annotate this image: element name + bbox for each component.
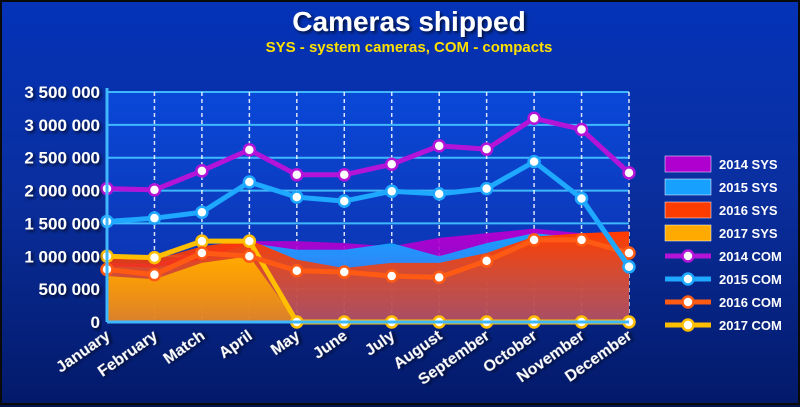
- point-2014-com-april: [242, 143, 257, 157]
- y-tick-label: 2 500 000: [24, 149, 100, 168]
- point-2014-com-february: [147, 183, 162, 197]
- legend-label: 2014 SYS: [719, 157, 778, 172]
- point-2017-com-match: [195, 234, 209, 248]
- chart-title: Cameras shipped: [292, 6, 525, 37]
- legend-label: 2015 COM: [719, 272, 782, 287]
- legend-item-2016-com: 2016 COM: [665, 295, 782, 310]
- line-2015-com: [106, 159, 632, 269]
- point-2014-com-september: [479, 142, 494, 156]
- point-2014-com-june: [337, 168, 352, 182]
- y-tick-label: 500 000: [39, 280, 100, 299]
- y-tick-label: 1 000 000: [24, 247, 100, 266]
- point-2014-com-november: [574, 122, 589, 137]
- y-tick-label: 3 000 000: [24, 116, 100, 135]
- point-2016-com-match: [195, 246, 209, 260]
- legend-label: 2015 SYS: [719, 180, 778, 195]
- point-2016-com-june: [337, 265, 352, 279]
- point-2016-com-august: [432, 270, 446, 285]
- point-2017-com-april: [242, 234, 257, 248]
- point-2016-com-september: [479, 254, 494, 268]
- point-2016-com-december: [622, 246, 636, 260]
- point-2015-com-june: [337, 194, 352, 208]
- point-2015-com-april: [242, 175, 257, 189]
- point-2014-com-july: [384, 157, 399, 172]
- point-2016-com-november: [574, 233, 589, 247]
- legend: 2014 SYS 2015 SYS 2016 SYS 2017 SYS 2014 COM…: [664, 155, 782, 333]
- y-tick-label: 1 500 000: [24, 214, 100, 233]
- point-2015-com-match: [195, 205, 209, 220]
- point-2014-com-october: [527, 111, 541, 126]
- point-2014-com-august: [432, 139, 446, 153]
- point-2015-com-may: [290, 190, 304, 204]
- line-2016-com: [106, 237, 630, 280]
- legend-label: 2014 COM: [719, 249, 782, 264]
- y-tick-label: 0: [91, 313, 100, 332]
- legend-item-2014-com: 2014 COM: [665, 249, 782, 264]
- legend-item-2017-sys: 2017 SYS: [664, 224, 778, 242]
- legend-swatch: [664, 201, 712, 219]
- legend-item-2017-com: 2017 COM: [665, 318, 782, 333]
- point-2016-com-october: [527, 233, 541, 247]
- legend-item-2015-sys: 2015 SYS: [664, 178, 778, 196]
- point-2015-com-december: [622, 260, 636, 274]
- legend-swatch: [664, 178, 712, 196]
- y-tick-label: 2 000 000: [24, 182, 100, 201]
- point-2015-com-october: [527, 154, 541, 169]
- legend-item-2016-sys: 2016 SYS: [664, 201, 778, 219]
- legend-marker: [681, 318, 695, 332]
- point-2016-com-july: [384, 269, 399, 283]
- point-2015-com-february: [147, 211, 162, 225]
- point-2017-com-february: [147, 250, 162, 265]
- area-2017-sys: [107, 256, 629, 322]
- point-2016-com-february: [147, 267, 162, 282]
- legend-label: 2017 SYS: [719, 226, 778, 241]
- point-2015-com-november: [574, 191, 589, 206]
- legend-swatch: [664, 224, 712, 242]
- point-2014-com-december: [622, 166, 636, 180]
- point-2014-com-match: [195, 164, 209, 178]
- point-2016-com-april: [242, 249, 257, 264]
- x-tick-label-april: April: [216, 327, 256, 362]
- point-2016-com-may: [290, 263, 304, 278]
- legend-item-2015-com: 2015 COM: [665, 272, 782, 287]
- legend-label: 2017 COM: [719, 318, 782, 333]
- legend-swatch: [664, 155, 712, 173]
- x-tick-label-july: July: [362, 327, 398, 359]
- legend-item-2014-sys: 2014 SYS: [664, 155, 778, 173]
- legend-marker: [681, 272, 695, 286]
- x-tick-label-may: May: [268, 327, 303, 359]
- x-tick-label-june: June: [310, 327, 350, 362]
- legend-label: 2016 COM: [719, 295, 782, 310]
- point-2015-com-july: [384, 184, 399, 198]
- legend-marker: [681, 249, 695, 263]
- legend-marker: [681, 295, 695, 309]
- point-2014-com-may: [290, 168, 304, 182]
- chart-subtitle: SYS - system cameras, COM - compacts: [266, 39, 553, 56]
- line-2014-com: [106, 115, 631, 193]
- y-tick-label: 3 500 000: [24, 83, 100, 102]
- x-tick-label-match: Match: [161, 327, 209, 367]
- point-2015-com-september: [479, 181, 494, 196]
- point-2015-com-august: [432, 187, 446, 201]
- legend-label: 2016 SYS: [719, 203, 778, 218]
